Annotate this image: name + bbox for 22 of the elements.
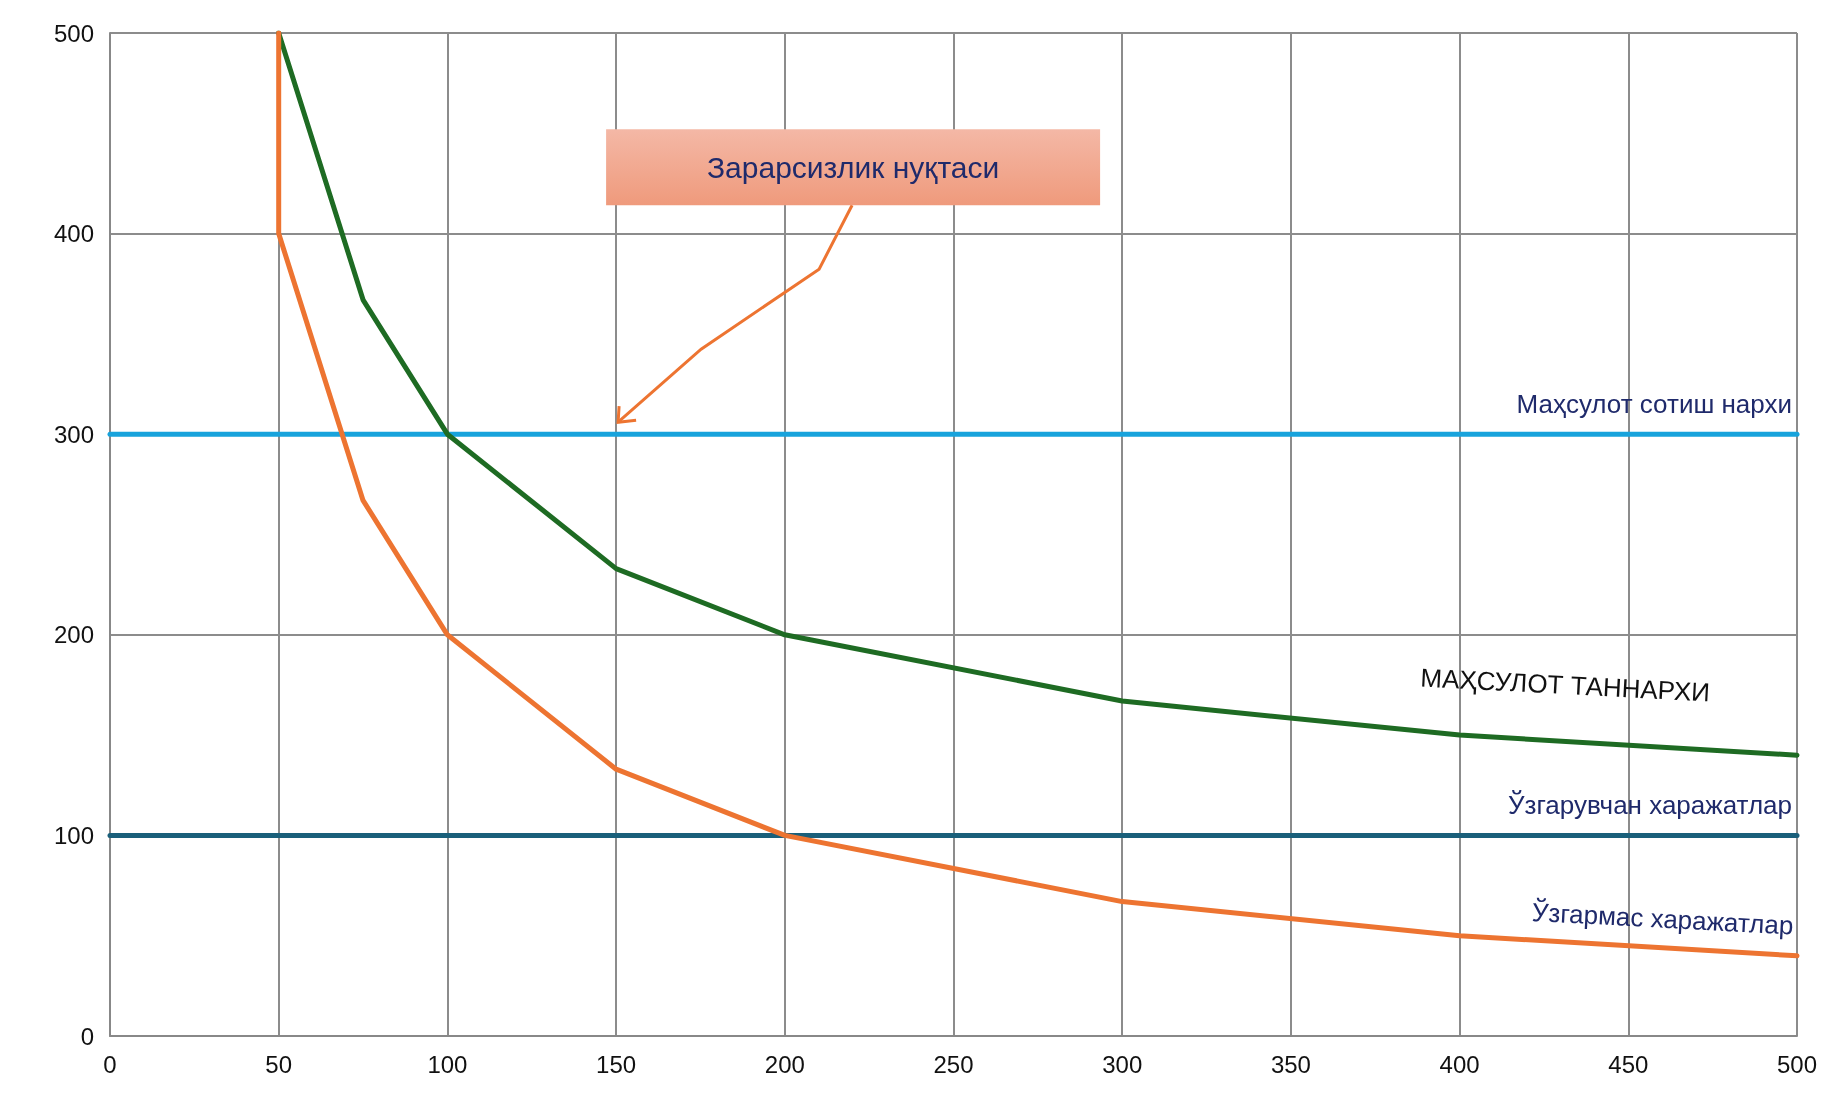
y-tick-label: 300 [53,420,94,448]
y-tick-label: 100 [53,821,94,849]
x-tick-label: 500 [1776,1050,1818,1078]
x-tick-label: 250 [933,1050,974,1078]
series-label: МАҲСУЛОТ ТАННАРХИ [1419,662,1711,708]
y-tick-label: 400 [53,220,94,248]
series-label: Ўзгарувчан харажатлар [1507,790,1792,821]
x-tick-label: 0 [103,1050,117,1078]
x-tick-label: 100 [427,1050,468,1078]
x-tick-label: 450 [1608,1050,1649,1078]
y-tick-label: 200 [53,621,94,649]
x-tick-label: 400 [1439,1050,1480,1078]
x-tick-label: 200 [764,1050,805,1078]
x-tick-label: 50 [265,1050,293,1078]
series-label: Ўзгармас харажатлар [1531,896,1795,941]
y-tick-label: 0 [80,1022,94,1050]
x-tick-label: 150 [596,1050,637,1078]
y-tick-label: 500 [53,19,94,47]
series-label: Маҳсулот сотиш нархи [1516,389,1792,420]
x-tick-label: 350 [1270,1050,1311,1078]
annotation: Зарарсизлик нуқтаси [706,150,1000,184]
x-tick-label: 300 [1102,1050,1143,1078]
